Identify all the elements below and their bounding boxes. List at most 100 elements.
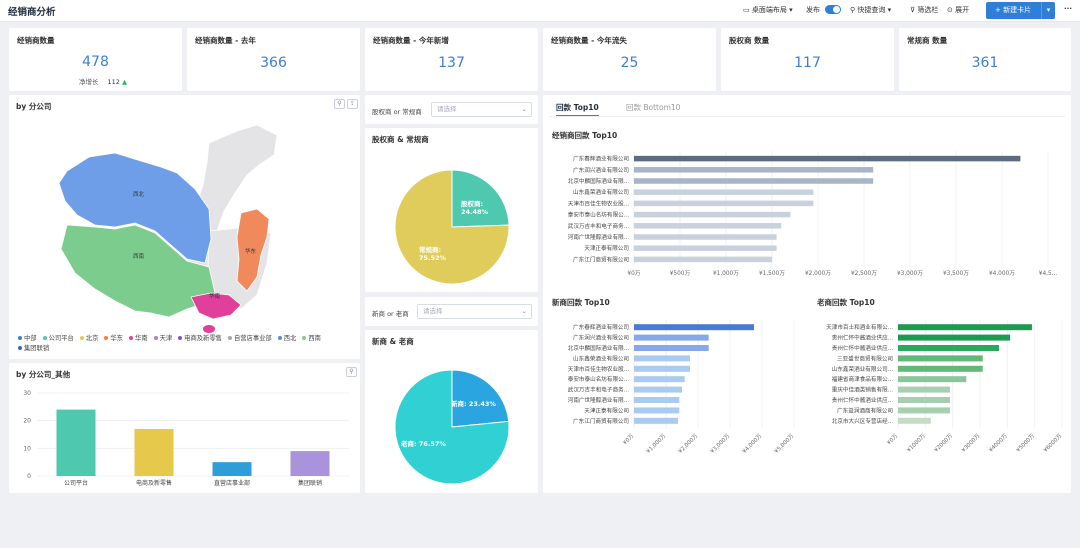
y-category-label: 北京市大兴区专营店经... [832, 417, 893, 425]
kpi-card[interactable]: 经销商数量 - 今年流失 25 [543, 28, 716, 91]
bar [134, 428, 174, 476]
y-category-label: 天津正泰有限公司 [584, 244, 629, 252]
legend-item[interactable]: 西南 [302, 334, 321, 344]
x-tick-label: ¥0万 [886, 432, 900, 446]
legend-dot-icon [18, 345, 22, 350]
y-category-label: 三亚盛世商贸有限公司 [837, 354, 893, 362]
legend-label: 西南 [308, 335, 321, 342]
new-old-select[interactable]: 请选择 ⌄ [417, 304, 532, 319]
legend-item[interactable]: 中部 [18, 334, 37, 344]
kpi-card[interactable]: 经销商数量 478 净增长 112 ▲ [9, 28, 182, 91]
tab-top10[interactable]: 回款 Top10 [556, 102, 599, 117]
y-category-label: 北京中麟国际酒业有限... [568, 344, 629, 352]
x-tick-label: ¥0万 [627, 270, 640, 277]
x-tick-label: ¥0万 [622, 432, 636, 446]
map-region-south[interactable] [190, 292, 242, 320]
legend-item[interactable]: 西北 [277, 334, 296, 344]
quick-query-button[interactable]: ⚲ 快捷查询 ▾ [850, 6, 892, 14]
legend-item[interactable]: 北京 [79, 334, 99, 344]
legend-item[interactable]: 集团联销 [18, 344, 49, 354]
legend-item[interactable]: 公司平台 [42, 334, 74, 344]
bar [898, 365, 983, 372]
x-tick-label: ¥500万 [670, 270, 691, 277]
y-category-label: 北京中麟国际酒业有限... [568, 177, 629, 185]
bar [634, 167, 874, 173]
kpi-card[interactable]: 经销商数量 - 去年 366 [187, 28, 360, 91]
bar [634, 417, 678, 424]
link-icon[interactable]: ⚲ [334, 99, 345, 109]
kpi-title: 股权商 数量 [729, 36, 770, 45]
legend-dot-icon [104, 336, 109, 340]
new-card-dropdown[interactable]: ▾ [1041, 2, 1055, 19]
legend-label: 公司平台 [48, 335, 74, 342]
x-tick-label: ¥6000万 [1042, 432, 1064, 454]
new-card-label: 新建卡片 [1003, 6, 1032, 14]
pie-slice [394, 369, 510, 485]
quick-query-label: 快捷查询 [857, 6, 886, 14]
bar [634, 334, 709, 341]
y-category-label: 泰安市泰山名坊有限公... [568, 375, 629, 383]
map-panel-title: by 分公司 [16, 102, 52, 111]
x-tick-label: ¥5,000万 [773, 432, 796, 455]
y-category-label: 广东春辉酒业有限公司 [573, 155, 629, 163]
y-tick-label: 30 [23, 390, 31, 397]
kpi-sub-value: 112 [107, 78, 120, 86]
new-card-button[interactable]: + 新建卡片 ▾ [986, 2, 1055, 19]
x-tick-label: ¥3000万 [960, 432, 982, 454]
legend-label: 中部 [24, 335, 37, 342]
kpi-card[interactable]: 经销商数量 - 今年新增 137 [365, 28, 538, 91]
bar [634, 245, 777, 251]
legend-item[interactable]: 华南 [128, 334, 148, 344]
y-category-label: 广东江门商贸有限公司 [573, 417, 629, 425]
divider [549, 116, 1065, 117]
x-tick-label: 直营店事业部 [214, 479, 250, 487]
x-tick-label: ¥1000万 [906, 432, 928, 454]
pie-label: 24.48% [461, 208, 489, 216]
bar [898, 345, 1000, 351]
link-icon[interactable]: ⚲ [346, 367, 357, 377]
bar [634, 324, 754, 331]
type-select[interactable]: 请选择 ⌄ [431, 102, 532, 117]
bar [898, 397, 950, 403]
bar [898, 355, 983, 362]
pie-panel-1: 股权商 & 常规商 股权商: 24.48% 常规商: 75.52% [365, 128, 538, 292]
kpi-card[interactable]: 常规商 数量 361 [899, 28, 1071, 91]
pie-label: 老商: 76.57% [400, 439, 446, 448]
legend-item[interactable]: 天津 [153, 334, 173, 344]
expand-button[interactable]: ⊙ 展开 [947, 6, 970, 14]
y-category-label: 贵州仁怀中酱酒业供应... [832, 344, 893, 352]
bar [56, 409, 96, 476]
bar-panel-title: by 分公司_其他 [16, 370, 71, 379]
more-button[interactable]: ··· [1064, 5, 1072, 13]
pie-slice [394, 169, 510, 285]
map-label-east: 华东 [245, 247, 257, 255]
legend-item[interactable]: 华东 [104, 334, 123, 344]
map-region-northwest[interactable] [58, 152, 212, 264]
map-region-east[interactable] [236, 208, 270, 292]
legend-label: 北京 [85, 335, 99, 342]
export-icon[interactable]: ⇪ [347, 99, 358, 109]
kpi-card[interactable]: 股权商 数量 117 [721, 28, 894, 91]
map-panel: by 分公司 ⚲ ⇪ 西北 西南 华东 华南 中部 公司平台 北京 华东 华南 天津 电商及… [9, 95, 360, 359]
tab-bottom10[interactable]: 回款 Bottom10 [626, 103, 681, 112]
desktop-layout-button[interactable]: ▭ 桌面端布局 ▾ [743, 6, 793, 14]
filter-bar-button[interactable]: ⊽ 筛选栏 [910, 6, 939, 14]
map-region-hainan[interactable] [203, 325, 215, 333]
top10-title: 经销商回款 Top10 [552, 131, 618, 140]
y-tick-label: 0 [27, 473, 31, 480]
y-category-label: 山东鑫荣酒业有限公司... [832, 365, 893, 373]
select-placeholder: 请选择 [437, 105, 457, 113]
legend-item[interactable]: 电商及新零售 [178, 334, 222, 344]
publish-toggle[interactable] [825, 5, 841, 14]
x-tick-label: ¥4,5... [1039, 271, 1058, 277]
pie-title: 新商 & 老商 [372, 337, 414, 346]
legend-item[interactable]: 自营店事业部 [227, 334, 272, 344]
y-category-label: 武汉万吉丰和电子商务... [568, 386, 629, 394]
legend-label: 天津 [159, 335, 173, 342]
bar [634, 397, 680, 403]
y-category-label: 重庆中佳酒类销售有限... [832, 386, 893, 394]
bar [898, 407, 950, 414]
expand-label: 展开 [955, 6, 970, 14]
y-category-label: 山东鑫荣酒业有限公司 [573, 188, 629, 196]
y-category-label: 福建省商津食品有限公... [832, 375, 893, 383]
